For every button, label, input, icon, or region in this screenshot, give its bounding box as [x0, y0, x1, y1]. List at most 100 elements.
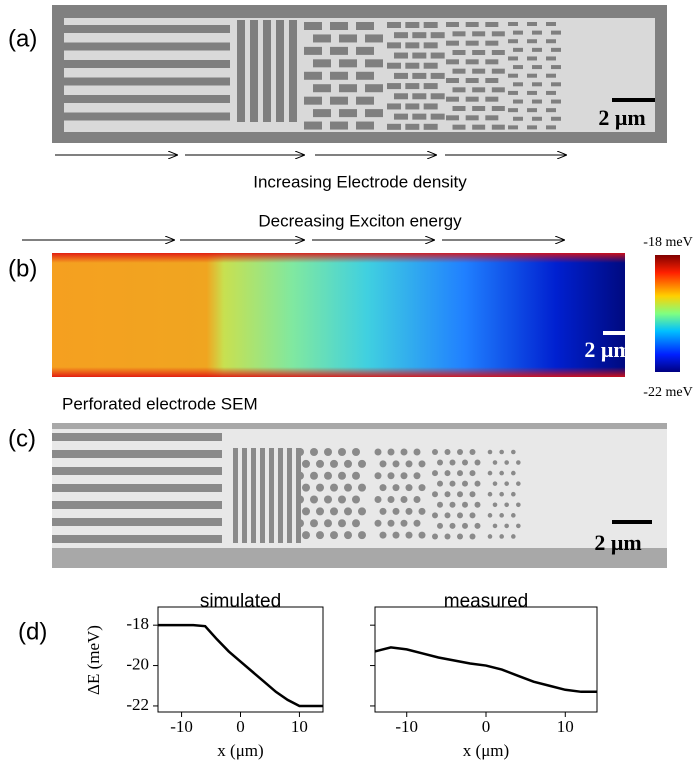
plot-frame: [158, 607, 323, 712]
sem-hole: [488, 471, 493, 476]
electrode-block: [551, 117, 561, 121]
sem-stripe: [52, 518, 222, 526]
electrode-block: [513, 48, 523, 52]
sem-hole: [358, 531, 366, 539]
electrode-block: [424, 63, 438, 69]
sem-hole: [475, 523, 481, 529]
electrode-block: [453, 31, 466, 36]
x-axis-label: x (μm): [217, 741, 263, 760]
sem-stripe: [260, 448, 265, 543]
electrode-block: [485, 59, 498, 64]
electrode-block: [472, 125, 485, 130]
sem-hole: [310, 448, 318, 456]
sem-hole: [310, 519, 318, 527]
electrode-block: [387, 124, 401, 130]
electrode-block: [394, 73, 408, 79]
sem-hole: [375, 496, 382, 503]
electrode-block: [532, 31, 542, 35]
sem-hole: [504, 502, 509, 507]
electrode-block: [431, 53, 445, 59]
electrode-block: [304, 47, 322, 55]
sem-hole: [393, 484, 400, 491]
panel-label: (d): [18, 618, 47, 645]
sem-hole: [310, 496, 318, 504]
electrode-block: [513, 100, 523, 104]
electrode-stripe: [64, 60, 230, 68]
electrode-block: [313, 59, 331, 67]
x-tick-label: 10: [557, 717, 574, 736]
sem-hole: [462, 460, 468, 466]
electrode-block: [387, 63, 401, 69]
electrode-block: [532, 48, 542, 52]
electrode-block: [356, 97, 374, 105]
electrode-block: [446, 97, 459, 102]
electrode-block: [466, 59, 479, 64]
sem-hole: [296, 472, 304, 480]
sem-hole: [457, 533, 463, 539]
colorbar-min: -22 meV: [643, 385, 692, 400]
sem-hole: [488, 513, 493, 518]
electrode-block: [492, 87, 505, 92]
sem-hole: [488, 534, 493, 539]
sem-hole: [401, 496, 408, 503]
sem-hole: [488, 492, 493, 497]
sem-hole: [457, 512, 463, 518]
sem-hole: [470, 512, 476, 518]
electrode-block: [527, 56, 537, 60]
sem-hole: [511, 450, 516, 455]
electrode-block: [466, 22, 479, 27]
sem-hole: [324, 472, 332, 480]
sem-hole: [330, 507, 338, 515]
sem-hole: [296, 519, 304, 527]
electrode-block: [412, 73, 426, 79]
sem-hole: [330, 531, 338, 539]
electrode-block: [546, 108, 556, 112]
colorbar: [655, 255, 680, 372]
sem-hole: [470, 470, 476, 476]
sem-hole: [324, 448, 332, 456]
electrode-block: [532, 65, 542, 69]
sem-hole: [437, 481, 443, 487]
electrode-stripe: [250, 20, 258, 122]
x-tick-label: 10: [291, 717, 308, 736]
sem-hole: [493, 502, 498, 507]
electrode-block: [472, 31, 485, 36]
sem-hole: [344, 507, 352, 515]
electrode-block: [424, 124, 438, 130]
sem-stripe: [52, 467, 222, 475]
sem-hole: [499, 534, 504, 539]
electrode-block: [508, 108, 518, 112]
sem-hole: [388, 449, 395, 456]
x-tick-label: -10: [395, 717, 418, 736]
sem-hole: [419, 532, 426, 539]
heatmap-edge: [52, 253, 625, 377]
electrode-stripe: [289, 20, 297, 122]
sem-hole: [419, 484, 426, 491]
scale-bar-label: 2 μm: [594, 530, 641, 555]
electrode-block: [365, 84, 383, 92]
electrode-block: [387, 22, 401, 28]
electrode-block: [485, 78, 498, 83]
electrode-stripe: [64, 95, 230, 103]
electrode-block: [546, 91, 556, 95]
electrode-block: [330, 22, 348, 30]
electrode-block: [356, 22, 374, 30]
sem-hole: [388, 496, 395, 503]
electrode-block: [492, 106, 505, 111]
sem-hole: [352, 519, 360, 527]
electrode-stripe: [276, 20, 284, 122]
electrode-block: [508, 56, 518, 60]
electrode-block: [513, 65, 523, 69]
electrode-block: [394, 93, 408, 99]
electrode-block: [304, 97, 322, 105]
electrode-block: [472, 50, 485, 55]
sem-hole: [406, 508, 413, 515]
y-axis-label: ΔE (meV): [84, 625, 103, 695]
sem-hole: [450, 523, 456, 529]
electrode-stripe: [64, 113, 230, 121]
sem-hole: [388, 472, 395, 479]
electrode-block: [527, 108, 537, 112]
electrode-block: [365, 59, 383, 67]
sem-hole: [511, 492, 516, 497]
sem-hole: [437, 460, 443, 466]
